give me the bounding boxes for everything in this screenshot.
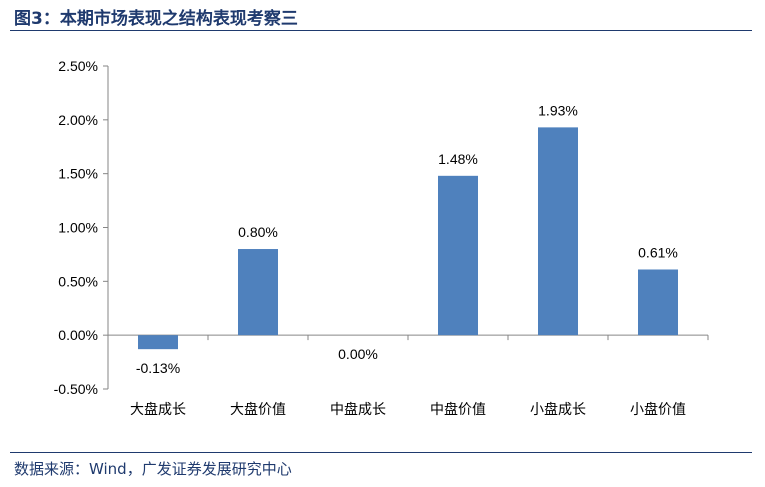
data-label: 0.80%: [238, 224, 278, 240]
source-divider: [10, 452, 752, 453]
figure-title: 图3：本期市场表现之结构表现考察三: [14, 9, 298, 29]
source-note: 数据来源：Wind，广发证券发展研究中心: [14, 460, 292, 478]
title-divider: [10, 30, 752, 31]
bar: [638, 269, 678, 336]
bar: [438, 175, 478, 336]
label-layer: -0.13% 大盘成长 0.80% 大盘价值 0.00% 中盘成长 1.48% 中盘价值 1.9…: [130, 102, 686, 417]
category-label: 中盘成长: [330, 401, 386, 417]
y-tick-label: -0.50%: [54, 381, 98, 397]
bar: [538, 127, 578, 336]
data-label: -0.13%: [136, 360, 180, 376]
data-label: 1.48%: [438, 151, 478, 167]
data-label: 1.93%: [538, 102, 578, 118]
y-tick-label: 1.00%: [58, 220, 98, 236]
y-tick-label: 1.50%: [58, 166, 98, 182]
bar-layer: [138, 127, 678, 350]
category-label: 大盘成长: [130, 401, 186, 417]
category-label: 中盘价值: [430, 401, 486, 417]
bar: [138, 335, 178, 350]
y-tick-label: 2.50%: [58, 58, 98, 74]
y-tick-label: 0.50%: [58, 273, 98, 289]
y-tick-label: 2.00%: [58, 112, 98, 128]
category-label: 小盘成长: [530, 401, 586, 417]
category-label: 小盘价值: [630, 401, 686, 417]
bar: [238, 249, 278, 336]
category-label: 大盘价值: [230, 401, 286, 417]
axis-layer: -0.50% 0.00% 0.50% 1.00% 1.50% 2.00% 2.50%: [54, 58, 709, 397]
y-tick-label: 0.00%: [58, 327, 98, 343]
data-label: 0.61%: [638, 244, 678, 260]
data-label: 0.00%: [338, 346, 378, 362]
